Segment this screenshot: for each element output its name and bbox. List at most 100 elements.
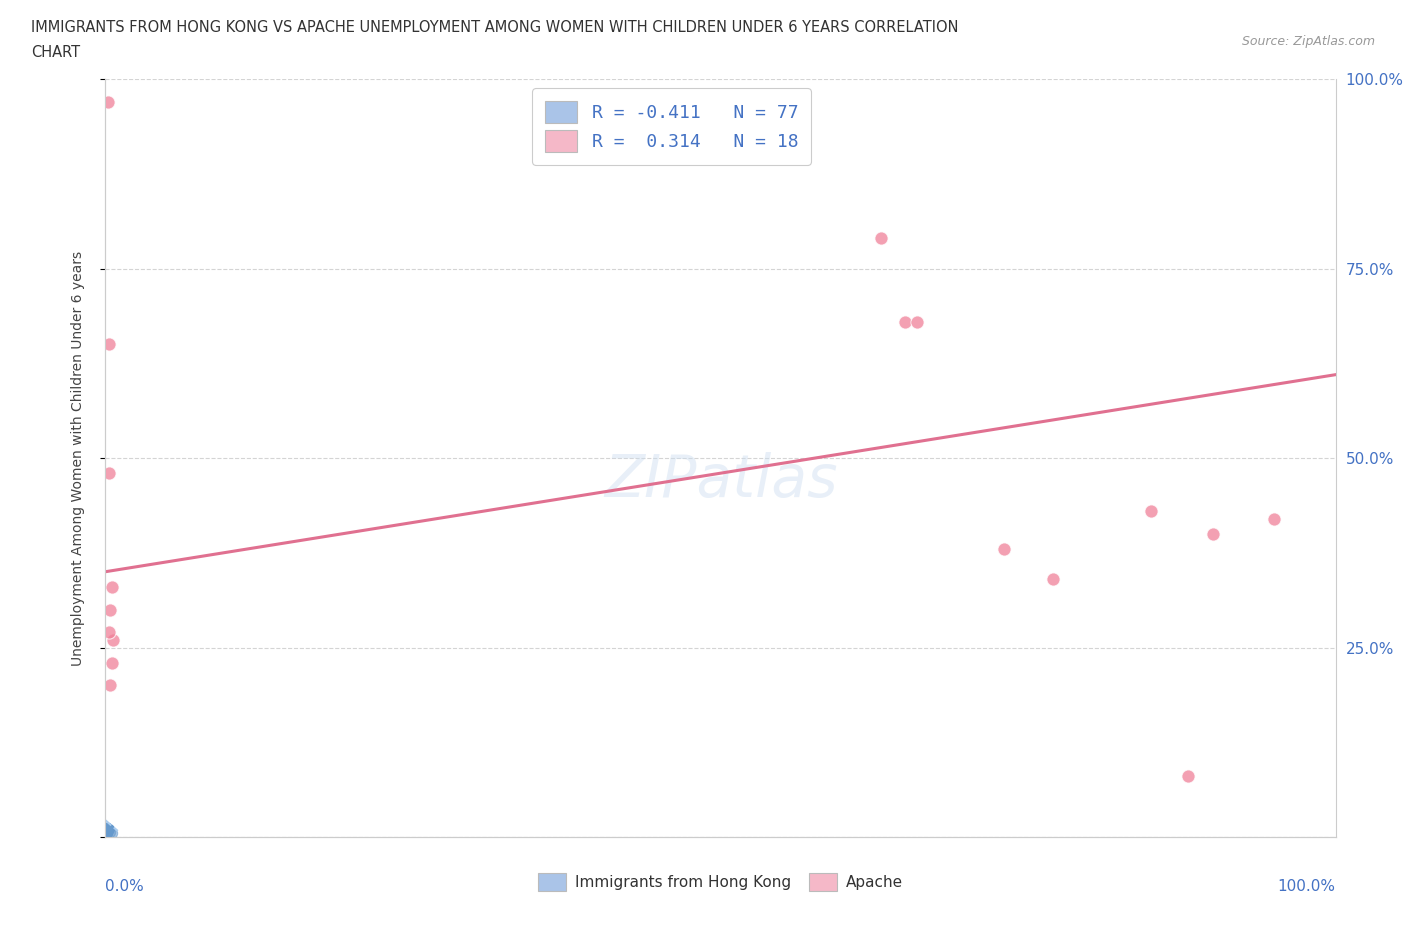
Point: [96, 820, 118, 835]
Point: [94, 825, 117, 840]
Point: [96, 823, 118, 838]
Point: [96, 820, 118, 835]
Text: Source: ZipAtlas.com: Source: ZipAtlas.com: [1241, 35, 1375, 48]
Point: [94, 826, 117, 841]
Point: [98, 466, 121, 481]
Point: [96, 823, 118, 838]
Point: [94, 826, 117, 841]
Point: [96, 824, 118, 839]
Point: [96, 823, 118, 838]
Point: [96, 824, 118, 839]
Point: [97, 822, 120, 837]
Point: [94, 826, 117, 841]
Point: [97, 821, 120, 836]
Point: [96, 823, 118, 838]
Point: [98, 824, 122, 839]
Text: 0.0%: 0.0%: [105, 879, 145, 894]
Point: [96, 823, 118, 838]
Point: [94, 826, 117, 841]
Point: [100, 826, 122, 841]
Point: [96, 823, 118, 838]
Point: [96, 820, 118, 835]
Point: [96, 824, 118, 839]
Point: [96, 823, 118, 838]
Text: CHART: CHART: [31, 45, 80, 60]
Point: [94, 825, 117, 840]
Point: [100, 579, 122, 594]
Point: [1263, 512, 1285, 526]
Point: [94, 826, 117, 841]
Point: [96, 824, 118, 839]
Point: [96, 823, 118, 838]
Point: [94, 826, 117, 841]
Point: [96, 820, 118, 835]
Point: [96, 823, 118, 838]
Legend: Immigrants from Hong Kong, Apache: Immigrants from Hong Kong, Apache: [531, 867, 910, 897]
Point: [94, 825, 117, 840]
Point: [96, 820, 118, 835]
Point: [96, 820, 118, 835]
Point: [97, 821, 120, 836]
Point: [94, 826, 117, 841]
Point: [96, 823, 118, 838]
Point: [96, 823, 118, 838]
Point: [96, 820, 118, 835]
Point: [96, 823, 118, 838]
Point: [96, 823, 118, 838]
Point: [97, 822, 120, 837]
Point: [96, 823, 118, 838]
Point: [96, 823, 118, 838]
Text: IMMIGRANTS FROM HONG KONG VS APACHE UNEMPLOYMENT AMONG WOMEN WITH CHILDREN UNDER: IMMIGRANTS FROM HONG KONG VS APACHE UNEM…: [31, 20, 959, 35]
Point: [94, 826, 117, 841]
Point: [96, 823, 118, 838]
Point: [96, 823, 118, 838]
Point: [94, 825, 117, 840]
Point: [869, 231, 891, 246]
Point: [98, 822, 121, 837]
Point: [94, 825, 117, 840]
Point: [101, 632, 124, 647]
Point: [94, 825, 117, 840]
Point: [94, 826, 117, 841]
Point: [94, 825, 117, 840]
Point: [94, 825, 117, 840]
Y-axis label: Unemployment Among Women with Children Under 6 years: Unemployment Among Women with Children U…: [70, 250, 84, 666]
Point: [98, 603, 122, 618]
Point: [97, 822, 120, 837]
Point: [94, 826, 117, 841]
Point: [97, 94, 120, 109]
Point: [97, 821, 120, 836]
Point: [96, 823, 118, 838]
Point: [894, 314, 917, 329]
Point: [96, 823, 118, 838]
Point: [97, 822, 120, 837]
Point: [1140, 504, 1163, 519]
Point: [100, 656, 122, 671]
Point: [96, 824, 118, 839]
Point: [94, 826, 117, 841]
Point: [97, 821, 120, 836]
Point: [97, 821, 120, 836]
Point: [1202, 526, 1225, 541]
Point: [94, 826, 117, 841]
Point: [96, 824, 118, 839]
Point: [97, 822, 120, 837]
Point: [96, 823, 118, 838]
Point: [94, 826, 117, 841]
Point: [96, 823, 118, 838]
Text: 100.0%: 100.0%: [1278, 879, 1336, 894]
Point: [97, 822, 120, 837]
Point: [98, 678, 122, 693]
Point: [96, 823, 118, 838]
Point: [94, 826, 117, 841]
Point: [97, 822, 120, 837]
Point: [907, 314, 929, 329]
Point: [94, 826, 117, 841]
Point: [96, 820, 118, 835]
Point: [1177, 769, 1199, 784]
Point: [97, 821, 120, 836]
Point: [993, 541, 1015, 556]
Text: ZIPatlas: ZIPatlas: [603, 452, 838, 510]
Point: [1042, 572, 1064, 587]
Point: [98, 625, 121, 640]
